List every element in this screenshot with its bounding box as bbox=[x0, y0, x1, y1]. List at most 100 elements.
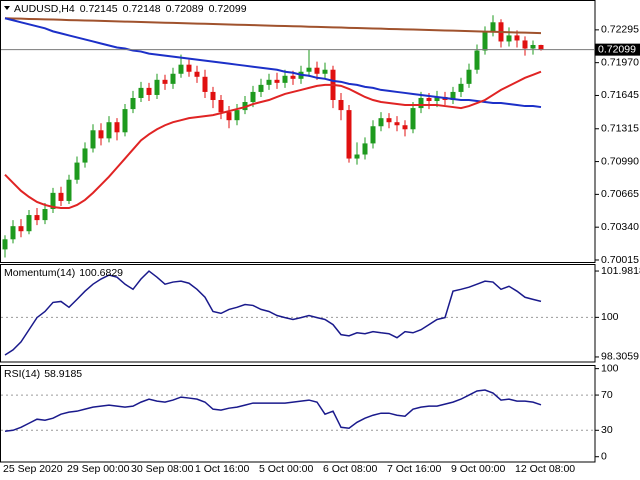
y-tick-label: 0 bbox=[601, 450, 607, 462]
candle-body bbox=[2, 239, 8, 250]
header-open: 0.72145 bbox=[80, 3, 118, 15]
candle-body bbox=[218, 100, 224, 113]
candle-body bbox=[306, 67, 312, 72]
y-tick-label: 0.72295 bbox=[601, 24, 639, 36]
header-close: 0.72099 bbox=[209, 3, 247, 15]
candle-body bbox=[74, 162, 80, 180]
candle-body bbox=[162, 79, 168, 84]
candle-body bbox=[538, 44, 544, 50]
y-tick-label: 70 bbox=[601, 389, 613, 401]
candle-body bbox=[82, 148, 88, 163]
candle-body bbox=[282, 75, 288, 83]
moving-average bbox=[4, 17, 542, 109]
candle-body bbox=[114, 122, 120, 133]
indicator-line bbox=[4, 389, 542, 433]
symbol: AUDUSD,H4 bbox=[14, 3, 75, 15]
candle-body bbox=[354, 154, 360, 159]
candle-body bbox=[290, 75, 296, 79]
candle-body bbox=[154, 79, 160, 95]
moving-average bbox=[4, 70, 542, 209]
candle-body bbox=[266, 79, 272, 85]
candle-body bbox=[66, 179, 72, 201]
candle-body bbox=[506, 35, 512, 42]
candle-body bbox=[122, 109, 128, 133]
header-high: 0.72148 bbox=[123, 3, 161, 15]
candle-body bbox=[42, 209, 48, 221]
candle-body bbox=[322, 69, 328, 74]
indicator-title: Momentum(14) 100.6829 bbox=[4, 267, 123, 279]
candle-body bbox=[338, 100, 344, 111]
price-tag-label: 0.72099 bbox=[598, 43, 636, 55]
candle-body bbox=[458, 83, 464, 92]
indicator-name: RSI(14) bbox=[4, 368, 40, 380]
candle-body bbox=[410, 108, 416, 130]
y-tick-label: 30 bbox=[601, 424, 613, 436]
candle-body bbox=[178, 64, 184, 74]
candle-body bbox=[146, 87, 152, 95]
candle-body bbox=[234, 110, 240, 121]
candle-body bbox=[482, 31, 488, 51]
x-tick-label: 7 Oct 16:00 bbox=[387, 463, 441, 475]
candle-body bbox=[130, 97, 136, 110]
candle-body bbox=[138, 87, 144, 98]
y-tick-label: 0.71315 bbox=[601, 123, 639, 135]
x-tick-label: 9 Oct 00:00 bbox=[451, 463, 505, 475]
candle-body bbox=[258, 84, 264, 92]
y-tick-label: 0.70990 bbox=[601, 155, 639, 167]
candle-body bbox=[362, 143, 368, 155]
candle-body bbox=[434, 96, 440, 102]
candle-body bbox=[402, 125, 408, 130]
main-panel-frame bbox=[0, 0, 596, 263]
momentum-panel-frame bbox=[0, 264, 596, 363]
x-tick-label: 5 Oct 00:00 bbox=[259, 463, 313, 475]
y-tick-label: 98.3059 bbox=[601, 351, 639, 363]
indicator-value: 100.6829 bbox=[79, 267, 123, 279]
candle-body bbox=[10, 226, 16, 240]
candle-body bbox=[18, 226, 24, 232]
candle-body bbox=[466, 69, 472, 84]
candle-body bbox=[186, 64, 192, 72]
candle-body bbox=[50, 192, 56, 210]
candle-body bbox=[210, 91, 216, 101]
candle-body bbox=[194, 71, 200, 77]
candle-body bbox=[394, 122, 400, 126]
candle-body bbox=[106, 122, 112, 139]
y-tick-label: 100 bbox=[601, 311, 619, 323]
candle-body bbox=[530, 44, 536, 49]
y-tick-label: 0.71970 bbox=[601, 56, 639, 68]
candle-body bbox=[474, 50, 480, 70]
candle-body bbox=[426, 97, 432, 102]
candle-body bbox=[98, 130, 104, 139]
y-tick-label: 0.71645 bbox=[601, 89, 639, 101]
candle-body bbox=[370, 126, 376, 144]
indicator-title: RSI(14) 58.9185 bbox=[4, 368, 82, 380]
x-tick-label: 12 Oct 08:00 bbox=[515, 463, 575, 475]
candle-body bbox=[514, 35, 520, 41]
price-tag bbox=[595, 43, 640, 56]
y-tick-label: 0.70015 bbox=[601, 254, 639, 266]
indicator-line bbox=[4, 270, 542, 356]
indicator-name: Momentum(14) bbox=[4, 267, 75, 279]
candle-body bbox=[450, 91, 456, 101]
y-tick-label: 100 bbox=[601, 362, 619, 374]
x-tick-label: 30 Sep 08:00 bbox=[131, 463, 194, 475]
candle-body bbox=[202, 76, 208, 92]
menu-arrow[interactable] bbox=[4, 6, 10, 10]
candle-body bbox=[90, 130, 96, 149]
candle-body bbox=[58, 192, 64, 201]
candle-body bbox=[314, 67, 320, 74]
x-tick-label: 29 Sep 00:00 bbox=[67, 463, 130, 475]
y-tick-label: 0.70665 bbox=[601, 188, 639, 200]
candle-body bbox=[26, 215, 32, 232]
candle-body bbox=[522, 40, 528, 49]
candle-body bbox=[378, 118, 384, 127]
candle-body bbox=[490, 22, 496, 32]
candle-body bbox=[418, 97, 424, 109]
candle-body bbox=[346, 110, 352, 159]
candle-body bbox=[226, 112, 232, 121]
x-tick-label: 25 Sep 2020 bbox=[3, 463, 63, 475]
y-tick-label: 0.70340 bbox=[601, 221, 639, 233]
header-low: 0.72089 bbox=[166, 3, 204, 15]
